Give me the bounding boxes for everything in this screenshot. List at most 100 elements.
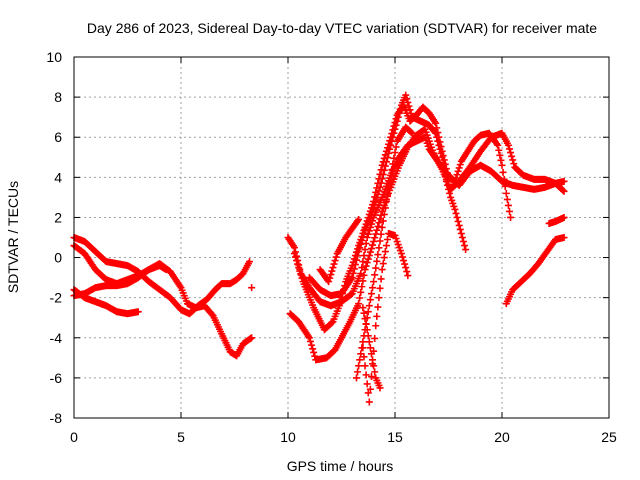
- data-point-marker: [363, 259, 371, 267]
- plot-frame: [73, 56, 610, 419]
- data-point-marker: [494, 141, 502, 149]
- data-point-marker: [451, 205, 459, 213]
- data-point-marker: [359, 258, 367, 266]
- data-point-marker: [348, 274, 356, 282]
- data-point-marker: [398, 253, 406, 261]
- data-point-marker: [406, 106, 414, 114]
- data-point-marker: [358, 344, 366, 352]
- data-point-marker: [499, 168, 507, 176]
- data-point-marker: [408, 129, 416, 137]
- data-point-marker: [369, 241, 377, 249]
- data-point-marker: [371, 234, 379, 242]
- data-point-marker: [381, 204, 389, 212]
- y-tick-label: -4: [50, 330, 63, 346]
- data-point-marker: [378, 175, 386, 183]
- data-point-marker: [436, 145, 444, 153]
- data-point-marker: [434, 137, 442, 145]
- data-point-marker: [363, 380, 371, 388]
- data-point-marker: [306, 337, 314, 345]
- data-point-marker: [384, 154, 392, 162]
- data-point-marker: [442, 177, 450, 185]
- data-point-marker: [390, 154, 398, 162]
- data-point-marker: [438, 153, 446, 161]
- data-point-marker: [291, 253, 299, 261]
- data-point-marker: [379, 217, 387, 225]
- data-marks: [70, 91, 568, 406]
- data-point-marker: [404, 98, 412, 106]
- data-point-marker: [497, 156, 505, 164]
- data-point-marker: [510, 160, 518, 168]
- data-point-marker: [391, 149, 399, 157]
- y-tick-label: 2: [54, 209, 62, 225]
- data-point-marker: [362, 262, 370, 270]
- data-point-marker: [458, 234, 466, 241]
- data-point-marker: [454, 217, 462, 225]
- data-point-marker: [366, 248, 374, 256]
- data-point-marker: [560, 213, 568, 221]
- data-point-marker: [394, 113, 402, 121]
- data-point-marker: [361, 362, 369, 370]
- data-point-marker: [439, 159, 447, 167]
- data-point-marker: [373, 257, 381, 265]
- data-point-marker: [332, 253, 340, 261]
- data-point-marker: [310, 348, 318, 356]
- data-point-marker: [395, 109, 403, 117]
- data-point-marker: [403, 268, 411, 276]
- data-point-marker: [388, 166, 396, 174]
- data-point-marker: [559, 186, 567, 194]
- data-point-marker: [507, 213, 515, 221]
- data-point-marker: [389, 160, 397, 168]
- data-point-marker: [357, 240, 365, 248]
- data-point-marker: [360, 332, 368, 340]
- data-point-marker: [245, 258, 253, 266]
- data-point-marker: [382, 242, 390, 250]
- data-point-marker: [356, 294, 364, 302]
- data-point-marker: [453, 213, 461, 221]
- data-point-marker: [361, 326, 369, 334]
- data-point-marker: [391, 125, 399, 133]
- y-tick-label: 10: [46, 49, 62, 65]
- data-point-marker: [405, 102, 413, 110]
- data-point-marker: [451, 177, 459, 185]
- data-point-marker: [248, 284, 256, 292]
- data-point-marker: [459, 238, 467, 246]
- data-point-marker: [364, 389, 372, 397]
- data-point-marker: [445, 185, 452, 193]
- data-point-marker: [372, 264, 380, 272]
- data-point-marker: [373, 312, 381, 320]
- data-point-marker: [504, 201, 512, 209]
- data-point-marker: [377, 275, 385, 283]
- data-point-marker: [331, 257, 339, 265]
- y-tick-label: 0: [54, 250, 62, 266]
- data-point-marker: [358, 283, 366, 291]
- data-point-marker: [382, 197, 390, 205]
- data-point-marker: [290, 244, 298, 252]
- data-point-marker: [379, 260, 387, 268]
- data-point-marker: [359, 338, 367, 346]
- y-tick-label: -8: [50, 410, 63, 426]
- data-point-marker: [509, 156, 517, 164]
- data-point-marker: [330, 260, 338, 268]
- data-point-marker: [294, 260, 302, 268]
- data-series: [359, 229, 412, 406]
- data-point-marker: [387, 141, 395, 149]
- data-point-marker: [328, 267, 336, 275]
- data-point-marker: [367, 373, 375, 381]
- data-point-marker: [376, 237, 384, 245]
- data-point-marker: [386, 178, 394, 186]
- data-point-marker: [389, 133, 397, 141]
- data-point-marker: [367, 290, 375, 298]
- y-axis-label: SDTVAR / TECUs: [5, 181, 21, 293]
- data-point-marker: [396, 105, 404, 113]
- data-point-marker: [384, 191, 392, 199]
- data-point-marker: [298, 274, 306, 282]
- data-point-marker: [352, 256, 360, 264]
- data-point-marker: [369, 208, 377, 216]
- data-point-marker: [359, 304, 367, 312]
- data-point-marker: [360, 229, 368, 237]
- data-point-marker: [365, 252, 373, 260]
- data-point-marker: [308, 341, 316, 349]
- data-point-marker: [560, 187, 568, 195]
- data-point-marker: [378, 223, 386, 231]
- data-point-marker: [402, 91, 410, 99]
